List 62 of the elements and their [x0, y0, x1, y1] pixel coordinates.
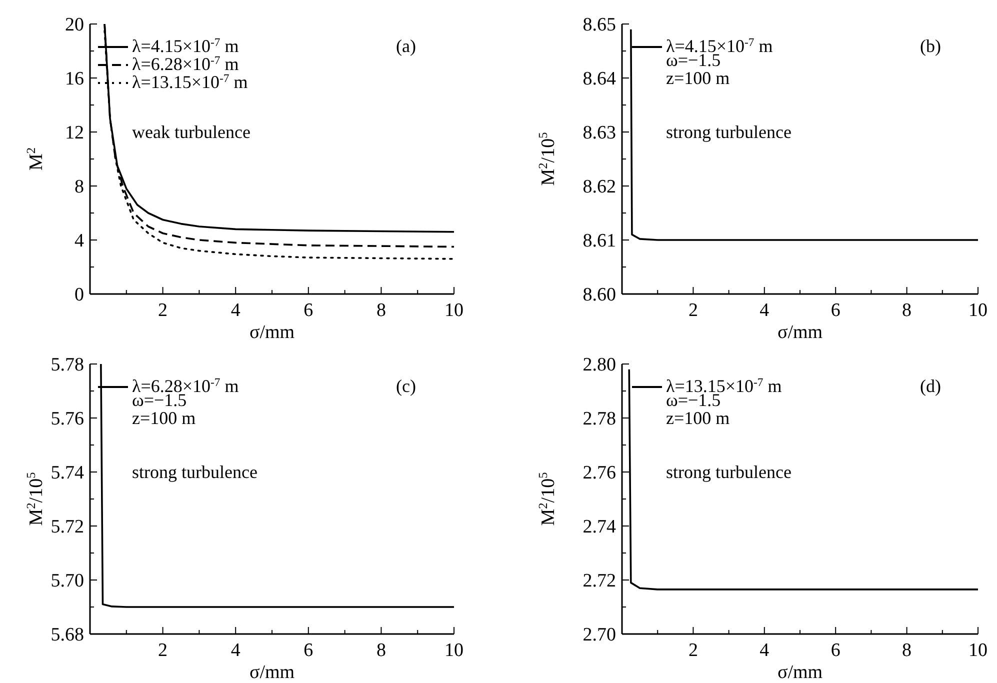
x-tick-label: 8: [902, 300, 912, 321]
annotation: (d): [920, 376, 941, 396]
y-tick-label: 20: [65, 14, 84, 36]
x-tick-label: 6: [830, 300, 840, 321]
y-tick-label: 8.62: [582, 176, 616, 198]
y-tick-label: 4: [74, 230, 84, 252]
x-tick-label: 10: [444, 640, 464, 661]
y-tick-label: 2.72: [582, 570, 616, 592]
x-tick-label: 2: [688, 300, 698, 321]
y-tick-label: 12: [65, 122, 84, 144]
y-tick-label: 2.70: [582, 624, 616, 646]
x-tick-label: 6: [830, 640, 840, 661]
annotation: z=100 m: [132, 408, 196, 428]
x-tick-label: 6: [304, 300, 314, 321]
y-tick-label: 5.74: [50, 462, 84, 484]
x-axis-title: σ/mm: [249, 662, 295, 683]
legend-label: λ=6.28×10$^{-7}$ m: [132, 54, 239, 74]
x-axis-title: σ/mm: [249, 322, 295, 343]
annotation: weak turbulence: [132, 122, 250, 142]
y-tick-label: 2.74: [582, 516, 616, 538]
x-tick-label: 10: [968, 640, 988, 661]
y-tick-label: 0: [74, 284, 84, 306]
x-tick-label: 8: [376, 640, 386, 661]
y-tick-label: 5.70: [50, 570, 84, 592]
y-tick-label: 8.61: [582, 230, 616, 252]
y-tick-label: 8: [74, 176, 84, 198]
annotation: strong turbulence: [666, 462, 792, 482]
x-axis-title: σ/mm: [777, 662, 823, 683]
x-tick-label: 4: [230, 300, 241, 321]
annotation: z=100 m: [666, 68, 730, 88]
y-tick-label: 16: [65, 68, 84, 90]
annotation: (b): [920, 36, 941, 56]
x-tick-label: 4: [230, 640, 241, 661]
annotation: (a): [396, 36, 416, 56]
y-tick-label: 8.63: [582, 122, 616, 144]
x-tick-label: 10: [444, 300, 464, 321]
x-tick-label: 8: [902, 640, 912, 661]
x-tick-label: 6: [304, 640, 314, 661]
x-tick-label: 10: [968, 300, 988, 321]
x-tick-label: 2: [158, 640, 168, 661]
x-tick-label: 2: [158, 300, 168, 321]
x-axis-title: σ/mm: [777, 322, 823, 343]
x-tick-label: 4: [760, 300, 770, 321]
x-tick-label: 2: [688, 640, 698, 661]
annotation: strong turbulence: [132, 462, 258, 482]
legend-label: λ=13.15×10$^{-7}$ m: [132, 72, 248, 92]
y-tick-label: 5.76: [50, 408, 84, 430]
y-tick-label: 5.78: [50, 354, 84, 376]
y-tick-label: 8.64: [582, 68, 616, 90]
annotation: (c): [396, 376, 416, 396]
y-tick-label: 2.78: [582, 408, 616, 430]
x-tick-label: 8: [376, 300, 386, 321]
y-tick-label: 2.76: [582, 462, 616, 484]
annotation: strong turbulence: [666, 122, 792, 142]
y-tick-label: 8.60: [582, 284, 616, 306]
y-tick-label: 2.80: [582, 354, 616, 376]
y-tick-label: 5.68: [50, 624, 84, 646]
y-tick-label: 8.65: [582, 14, 616, 36]
x-tick-label: 4: [760, 640, 770, 661]
legend-label: λ=4.15×10$^{-7}$ m: [132, 36, 239, 56]
y-tick-label: 5.72: [50, 516, 84, 538]
annotation: z=100 m: [666, 408, 730, 428]
